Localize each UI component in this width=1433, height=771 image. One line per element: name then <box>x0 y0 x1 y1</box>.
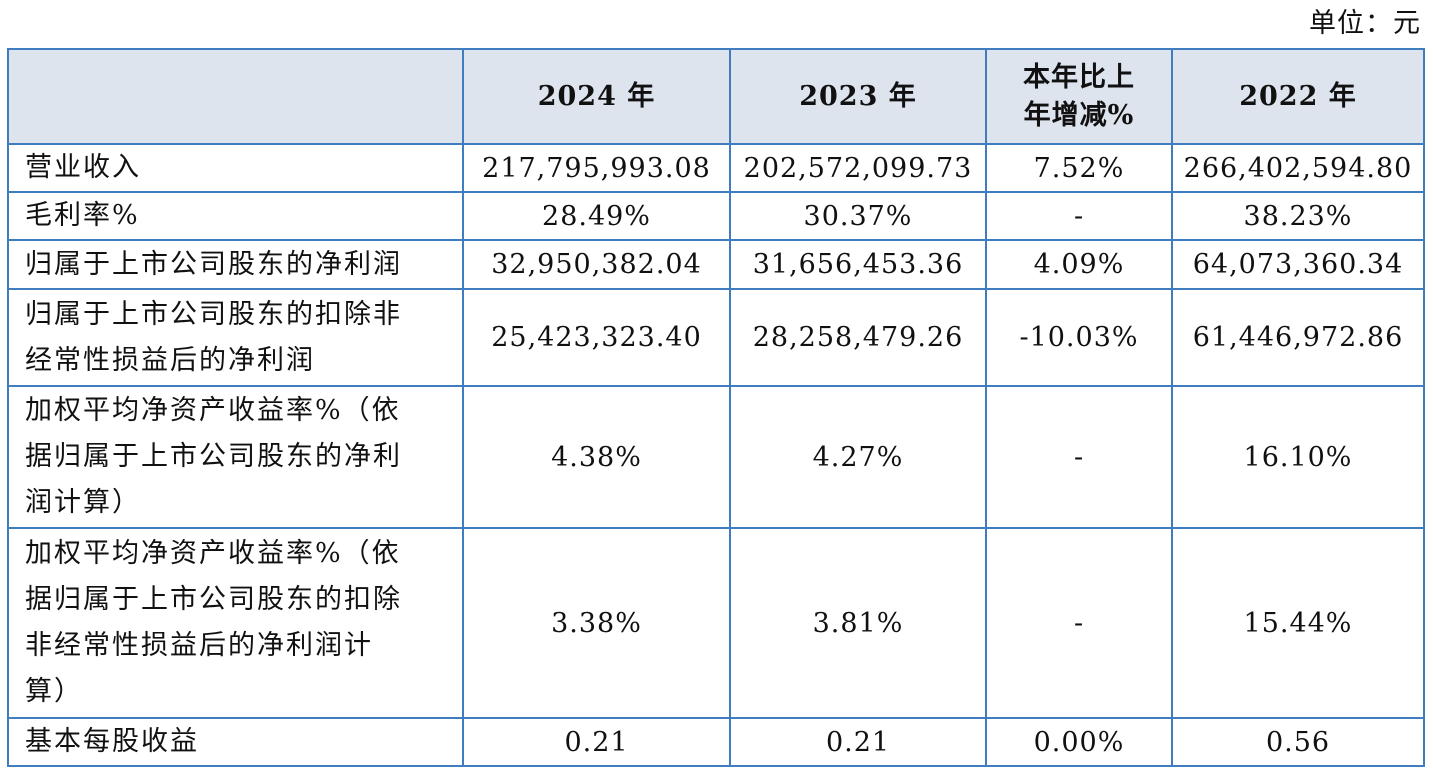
value-yoy-change: 7.52% <box>985 143 1173 193</box>
value-2024: 4.38% <box>462 385 731 529</box>
table-row: 加权平均净资产收益率%（依 据归属于上市公司股东的扣除 非经常性损益后的净利润计… <box>7 527 1425 719</box>
header-item-column <box>7 48 464 145</box>
row-label: 加权平均净资产收益率%（依 据归属于上市公司股东的扣除 非经常性损益后的净利润计… <box>7 527 464 719</box>
table-header-row: 2024 年 2023 年 本年比上 年增减% 2022 年 <box>7 48 1425 145</box>
value-yoy-change: -10.03% <box>985 288 1173 387</box>
financial-summary-table: 2024 年 2023 年 本年比上 年增减% 2022 年 营业收入 217,… <box>7 48 1425 767</box>
value-2024: 25,423,323.40 <box>462 288 731 387</box>
header-2024: 2024 年 <box>462 48 731 145</box>
value-yoy-change: 4.09% <box>985 239 1173 290</box>
value-2022: 266,402,594.80 <box>1171 143 1425 193</box>
value-2022: 16.10% <box>1171 385 1425 529</box>
value-2023: 202,572,099.73 <box>729 143 987 193</box>
row-label: 毛利率% <box>7 191 464 241</box>
value-2024: 217,795,993.08 <box>462 143 731 193</box>
value-2023: 4.27% <box>729 385 987 529</box>
value-2022: 38.23% <box>1171 191 1425 241</box>
table-row: 毛利率% 28.49% 30.37% - 38.23% <box>7 191 1425 241</box>
value-2023: 3.81% <box>729 527 987 719</box>
table-row: 归属于上市公司股东的净利润 32,950,382.04 31,656,453.3… <box>7 239 1425 290</box>
value-yoy-change: - <box>985 527 1173 719</box>
value-2024: 28.49% <box>462 191 731 241</box>
table-row: 营业收入 217,795,993.08 202,572,099.73 7.52%… <box>7 143 1425 193</box>
value-2022: 15.44% <box>1171 527 1425 719</box>
unit-label: 单位：元 <box>1309 8 1421 39</box>
table-row: 加权平均净资产收益率%（依 据归属于上市公司股东的净利 润计算） 4.38% 4… <box>7 385 1425 529</box>
value-2022: 61,446,972.86 <box>1171 288 1425 387</box>
value-2023: 30.37% <box>729 191 987 241</box>
row-label: 归属于上市公司股东的净利润 <box>7 239 464 290</box>
value-2024: 32,950,382.04 <box>462 239 731 290</box>
row-label: 归属于上市公司股东的扣除非 经常性损益后的净利润 <box>7 288 464 387</box>
value-yoy-change: - <box>985 385 1173 529</box>
header-yoy-change-label: 本年比上 年增减% <box>1023 61 1135 131</box>
header-yoy-change: 本年比上 年增减% <box>985 48 1173 145</box>
value-2022: 64,073,360.34 <box>1171 239 1425 290</box>
value-2023: 28,258,479.26 <box>729 288 987 387</box>
value-2023: 31,656,453.36 <box>729 239 987 290</box>
table-row: 归属于上市公司股东的扣除非 经常性损益后的净利润 25,423,323.40 2… <box>7 288 1425 387</box>
value-2022: 0.56 <box>1171 717 1425 767</box>
row-label: 加权平均净资产收益率%（依 据归属于上市公司股东的净利 润计算） <box>7 385 464 529</box>
header-2023: 2023 年 <box>729 48 987 145</box>
row-label: 营业收入 <box>7 143 464 193</box>
value-yoy-change: 0.00% <box>985 717 1173 767</box>
value-2024: 0.21 <box>462 717 731 767</box>
value-yoy-change: - <box>985 191 1173 241</box>
header-2022: 2022 年 <box>1171 48 1425 145</box>
value-2024: 3.38% <box>462 527 731 719</box>
row-label: 基本每股收益 <box>7 717 464 767</box>
value-2023: 0.21 <box>729 717 987 767</box>
table-row: 基本每股收益 0.21 0.21 0.00% 0.56 <box>7 717 1425 767</box>
